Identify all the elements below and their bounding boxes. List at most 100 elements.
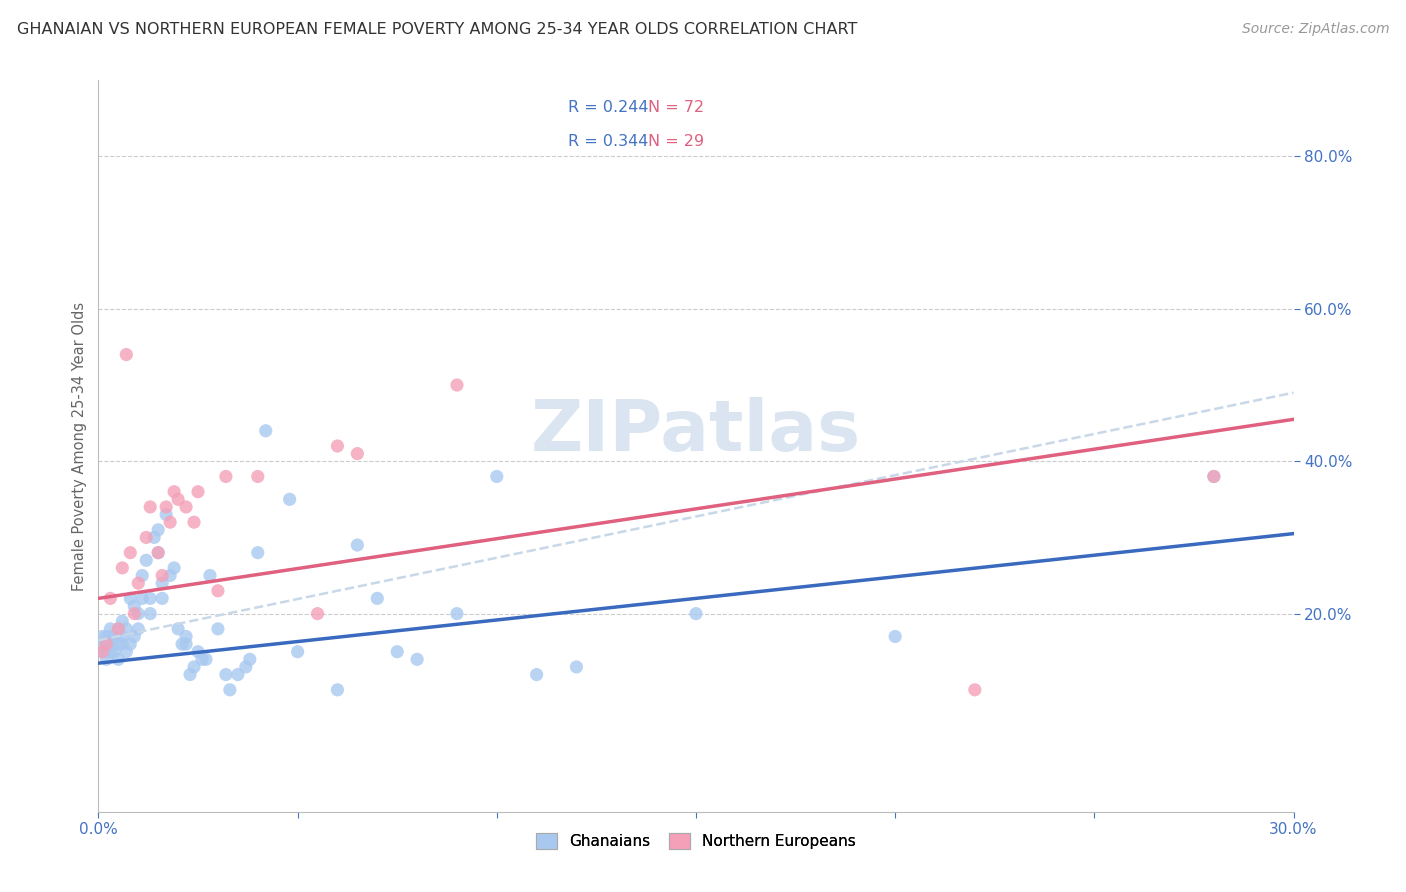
Point xyxy=(96,637,118,651)
Point xyxy=(172,637,194,651)
Point xyxy=(107,637,129,651)
Point xyxy=(254,424,277,438)
Point xyxy=(307,607,329,621)
Point xyxy=(246,546,269,560)
Text: Source: ZipAtlas.com: Source: ZipAtlas.com xyxy=(1241,22,1389,37)
Point xyxy=(346,447,368,461)
Text: R = 0.344: R = 0.344 xyxy=(568,134,648,149)
Point xyxy=(150,576,173,591)
Point xyxy=(111,637,134,651)
Point xyxy=(127,576,149,591)
Point xyxy=(219,682,242,697)
Point xyxy=(150,568,173,582)
Point xyxy=(155,500,177,514)
Point xyxy=(215,667,238,681)
Point xyxy=(207,583,229,598)
Point xyxy=(167,622,190,636)
Point xyxy=(685,607,707,621)
Point xyxy=(124,630,146,644)
Text: ZIPatlas: ZIPatlas xyxy=(531,397,860,466)
Point xyxy=(346,538,368,552)
Point xyxy=(135,530,157,544)
Point xyxy=(1202,469,1225,483)
Point xyxy=(96,652,118,666)
Point xyxy=(179,667,201,681)
Point xyxy=(1202,469,1225,483)
Point xyxy=(326,682,349,697)
Point xyxy=(183,515,205,529)
Point xyxy=(207,622,229,636)
Point xyxy=(107,652,129,666)
Point xyxy=(183,660,205,674)
Point xyxy=(96,645,118,659)
Point xyxy=(148,546,170,560)
Point xyxy=(124,599,146,613)
Point xyxy=(139,607,162,621)
Point xyxy=(96,637,118,651)
Point xyxy=(124,607,146,621)
Point xyxy=(131,591,153,606)
Point xyxy=(191,652,214,666)
Point xyxy=(91,630,114,644)
Point xyxy=(963,682,986,697)
Point xyxy=(98,591,122,606)
Point xyxy=(366,591,388,606)
Point xyxy=(103,645,125,659)
Point xyxy=(111,561,134,575)
Point xyxy=(150,591,173,606)
Point xyxy=(385,645,409,659)
Point xyxy=(159,568,181,582)
Text: N = 29: N = 29 xyxy=(648,134,704,149)
Point xyxy=(98,637,122,651)
Point xyxy=(127,622,149,636)
Point xyxy=(239,652,262,666)
Point xyxy=(111,630,134,644)
Point xyxy=(163,484,186,499)
Point xyxy=(103,630,125,644)
Point xyxy=(406,652,429,666)
Point xyxy=(174,637,197,651)
Point xyxy=(120,637,142,651)
Point xyxy=(565,660,588,674)
Point xyxy=(120,591,142,606)
Point xyxy=(215,469,238,483)
Point xyxy=(139,591,162,606)
Point xyxy=(148,546,170,560)
Point xyxy=(127,607,149,621)
Point xyxy=(96,630,118,644)
Point xyxy=(287,645,309,659)
Point xyxy=(115,645,138,659)
Point xyxy=(226,667,249,681)
Point xyxy=(91,637,114,651)
Point xyxy=(159,515,181,529)
Point xyxy=(120,546,142,560)
Point xyxy=(235,660,257,674)
Point xyxy=(111,614,134,628)
Point xyxy=(198,568,221,582)
Point xyxy=(163,561,186,575)
Point xyxy=(98,645,122,659)
Point xyxy=(98,622,122,636)
Point xyxy=(884,630,907,644)
Point xyxy=(107,622,129,636)
Point xyxy=(174,630,197,644)
Point xyxy=(91,645,114,659)
Point xyxy=(98,630,122,644)
Point xyxy=(187,645,209,659)
Point xyxy=(107,622,129,636)
Point xyxy=(326,439,349,453)
Point xyxy=(485,469,508,483)
Point xyxy=(115,622,138,636)
Point xyxy=(187,484,209,499)
Point xyxy=(526,667,548,681)
Point xyxy=(155,508,177,522)
Text: GHANAIAN VS NORTHERN EUROPEAN FEMALE POVERTY AMONG 25-34 YEAR OLDS CORRELATION C: GHANAIAN VS NORTHERN EUROPEAN FEMALE POV… xyxy=(17,22,858,37)
Y-axis label: Female Poverty Among 25-34 Year Olds: Female Poverty Among 25-34 Year Olds xyxy=(72,301,87,591)
Point xyxy=(246,469,269,483)
Point xyxy=(174,500,197,514)
Point xyxy=(139,500,162,514)
Point xyxy=(135,553,157,567)
Point xyxy=(446,607,468,621)
Point xyxy=(195,652,218,666)
Point xyxy=(91,645,114,659)
